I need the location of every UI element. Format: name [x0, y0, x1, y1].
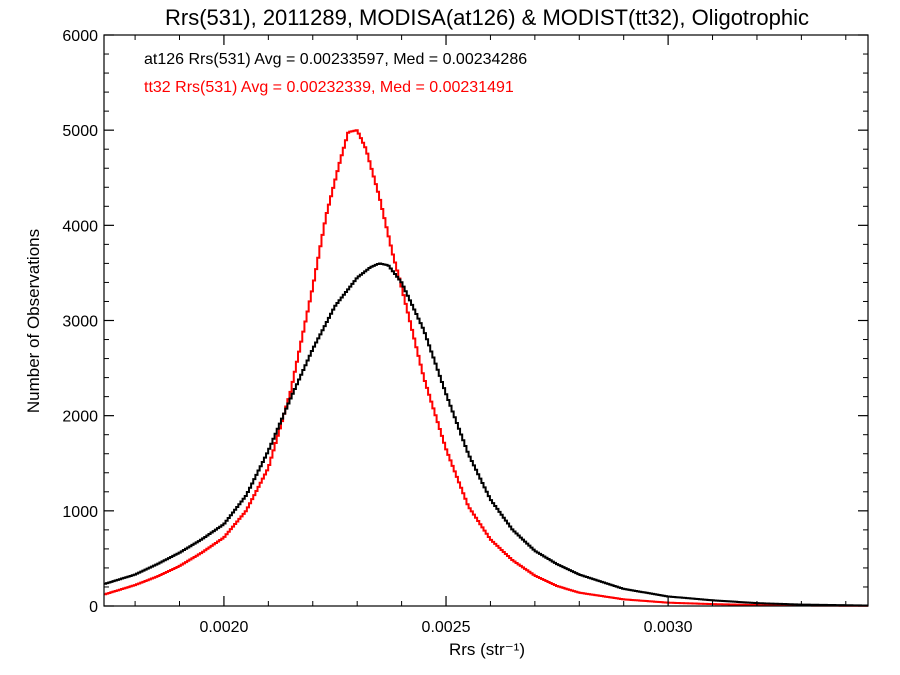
- y-tick-label: 2000: [62, 409, 98, 426]
- x-tick-label: 0.0020: [199, 619, 248, 636]
- y-tick-label: 0: [89, 599, 98, 616]
- x-tick-label: 0.0025: [422, 619, 471, 636]
- series-layer: [104, 129, 869, 607]
- y-tick-label: 5000: [62, 123, 98, 140]
- y-axis: 0 1000 2000 3000 4000 5000 6000: [62, 28, 868, 616]
- at126-stats-label: at126 Rrs(531) Avg = 0.00233597, Med = 0…: [144, 51, 527, 68]
- x-axis: 0.0020 0.0025 0.0030: [134, 35, 847, 636]
- x-tick-label: 0.0030: [644, 619, 693, 636]
- y-axis-label: Number of Observations: [24, 229, 43, 413]
- plot-frame: [103, 34, 869, 607]
- chart-title: Rrs(531), 2011289, MODISA(at126) & MODIS…: [165, 5, 809, 30]
- series-line-at126: [104, 262, 869, 607]
- tt32-stats-label: tt32 Rrs(531) Avg = 0.00232339, Med = 0.…: [144, 79, 514, 96]
- y-tick-label: 3000: [62, 314, 98, 331]
- y-tick-label: 4000: [62, 218, 98, 235]
- y-tick-label: 6000: [62, 28, 98, 45]
- y-tick-label: 1000: [62, 504, 98, 521]
- x-axis-label: Rrs (str⁻¹): [449, 640, 525, 659]
- series-line-tt32: [104, 129, 869, 607]
